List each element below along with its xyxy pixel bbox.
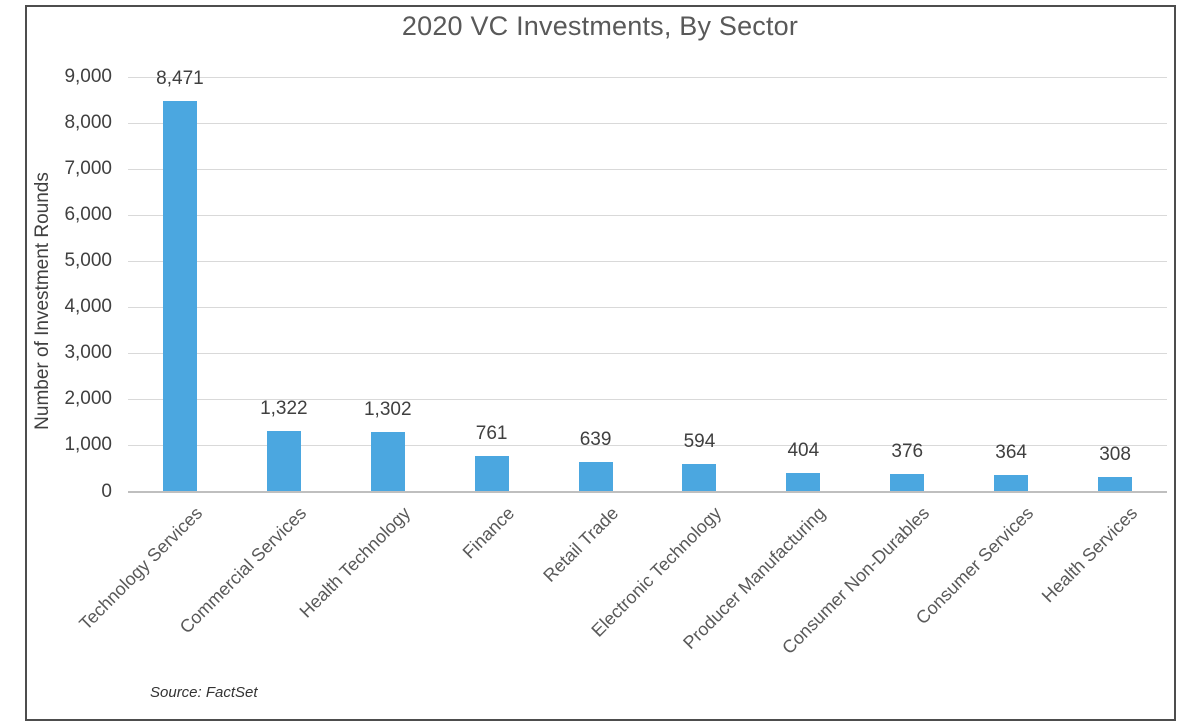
bar-producer-manufacturing bbox=[786, 472, 821, 492]
gridline bbox=[128, 444, 1167, 446]
gridline bbox=[128, 122, 1167, 124]
gridline bbox=[128, 76, 1167, 78]
bar-health-technology bbox=[370, 431, 405, 492]
y-tick-label: 9,000 bbox=[64, 66, 112, 87]
gridline bbox=[128, 214, 1167, 216]
chart-border-frame bbox=[25, 5, 1176, 721]
y-tick-label: 3,000 bbox=[64, 342, 112, 364]
data-label-finance: 761 bbox=[475, 423, 508, 445]
y-tick-label: 0 bbox=[101, 480, 112, 502]
y-tick-label: 6,000 bbox=[64, 204, 112, 226]
gridline bbox=[128, 398, 1167, 400]
data-label-commercial-services: 1,322 bbox=[260, 397, 308, 419]
bar-electronic-technology bbox=[682, 464, 717, 492]
data-label-health-technology: 1,302 bbox=[363, 398, 412, 420]
y-tick-label: 8,000 bbox=[64, 112, 112, 134]
data-label-consumer-non-durables: 376 bbox=[891, 441, 924, 463]
bar-health-services bbox=[1098, 477, 1133, 492]
bar-consumer-services bbox=[994, 474, 1029, 492]
data-label-retail-trade: 639 bbox=[579, 429, 612, 451]
bar-technology-services bbox=[162, 101, 197, 492]
bar-finance bbox=[474, 456, 509, 492]
gridline bbox=[128, 306, 1167, 308]
y-tick-label: 4,000 bbox=[64, 296, 112, 318]
y-tick-label: 2,000 bbox=[64, 388, 112, 410]
gridline bbox=[128, 260, 1167, 262]
y-tick-label: 1,000 bbox=[64, 434, 112, 456]
y-tick-label: 5,000 bbox=[64, 250, 112, 272]
data-label-electronic-technology: 594 bbox=[683, 431, 716, 453]
bar-retail-trade bbox=[578, 462, 613, 492]
data-label-health-services: 308 bbox=[1099, 444, 1131, 466]
gridline bbox=[128, 352, 1167, 354]
bar-commercial-services bbox=[266, 430, 301, 492]
y-tick-label: 7,000 bbox=[64, 158, 112, 180]
x-axis-line bbox=[128, 490, 1167, 493]
chart-title: 2020 VC Investments, By Sector bbox=[401, 11, 799, 41]
source-note: Source: FactSet bbox=[150, 684, 258, 701]
data-label-producer-manufacturing: 404 bbox=[787, 439, 820, 461]
data-label-technology-services: 8,471 bbox=[156, 68, 204, 90]
bar-consumer-non-durables bbox=[890, 474, 925, 492]
data-label-consumer-services: 364 bbox=[995, 441, 1027, 463]
gridline bbox=[128, 168, 1167, 170]
